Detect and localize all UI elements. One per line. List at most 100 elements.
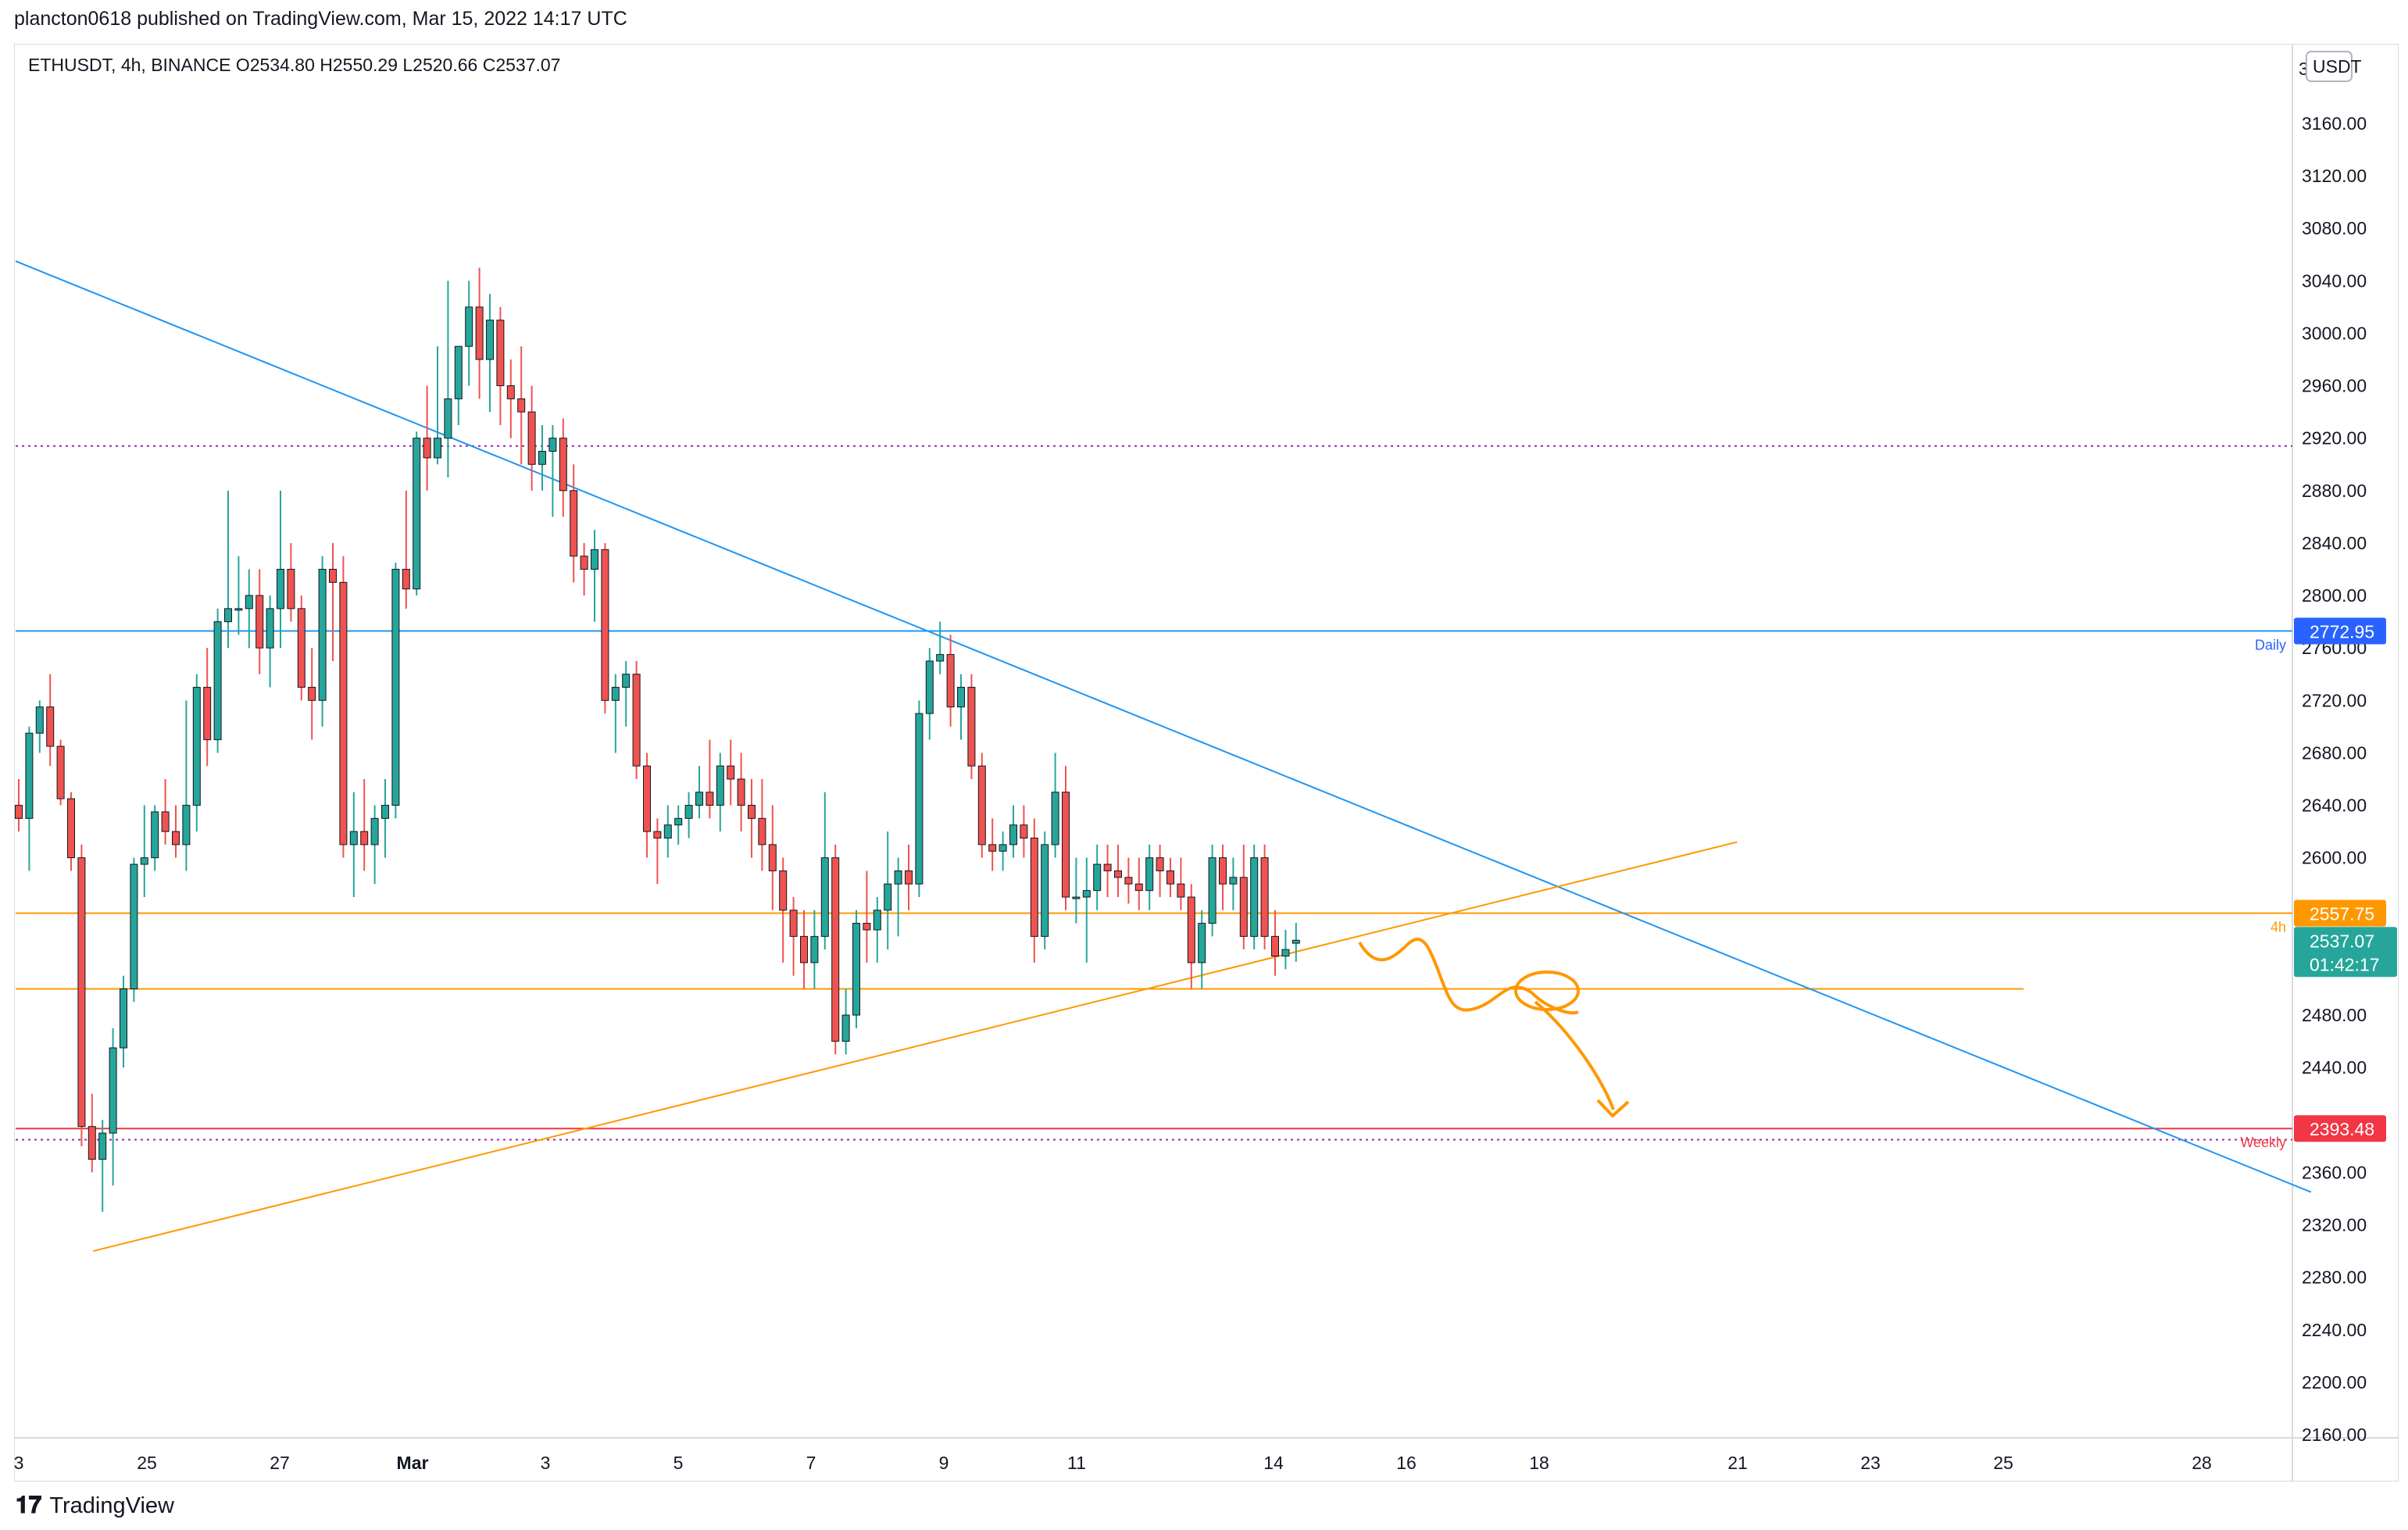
- trendlines: [15, 260, 2312, 1253]
- candle-body: [831, 857, 840, 1042]
- candle-body: [1208, 857, 1217, 924]
- price-tag-value: 2557.75: [2310, 904, 2374, 924]
- time-tick-label: 25: [1993, 1453, 2013, 1473]
- candle-body: [967, 687, 976, 767]
- price-tick-label: 2320.00: [2302, 1215, 2367, 1235]
- horizontal-levels: [16, 445, 2292, 1141]
- candle-body: [77, 857, 86, 1128]
- trendline-ascending: [93, 841, 1738, 1253]
- candle-body: [1051, 792, 1059, 845]
- candle-body: [413, 438, 421, 590]
- candle-body: [820, 857, 829, 937]
- candle-body: [151, 811, 159, 859]
- candle-body: [559, 438, 567, 492]
- candle-body: [957, 687, 965, 708]
- time-tick-label: Mar: [397, 1453, 429, 1473]
- candle-body: [999, 844, 1007, 852]
- projected-path-annotation: [1358, 938, 1579, 1015]
- candle-body: [727, 765, 735, 780]
- time-tick-label: 28: [2192, 1453, 2212, 1473]
- candle-body: [120, 988, 127, 1049]
- price-tick-label: 2640.00: [2302, 795, 2367, 816]
- candle-body: [810, 935, 819, 963]
- price-tick-label: 2920.00: [2302, 428, 2367, 449]
- candle-body: [454, 345, 463, 399]
- time-tick-label: 3: [541, 1453, 551, 1473]
- price-tick-label: 2880.00: [2302, 481, 2367, 501]
- candle-body: [758, 817, 766, 845]
- candle-body: [663, 824, 672, 839]
- candle-body: [946, 654, 955, 708]
- candle-body: [1239, 877, 1248, 937]
- candle-body: [580, 556, 588, 570]
- candle-body: [674, 817, 683, 826]
- currency-button-label[interactable]: USDT: [2313, 56, 2362, 77]
- time-tick-label: 3: [14, 1453, 24, 1473]
- price-tick-label: 2800.00: [2302, 585, 2367, 606]
- candle-body: [434, 438, 441, 459]
- price-tag-box: [2294, 927, 2397, 978]
- candle-body: [381, 805, 389, 819]
- candle-body: [329, 569, 337, 583]
- candle-body: [1260, 857, 1269, 937]
- candle-body: [15, 805, 23, 819]
- candle-body: [182, 805, 191, 845]
- price-tags: 2772.95 Daily 2557.75 4h 2537.07 01:42:17 2393…: [2240, 617, 2397, 1150]
- time-tick-label: 14: [1263, 1453, 1284, 1473]
- candle-body: [977, 765, 986, 845]
- candle-body: [349, 831, 358, 845]
- chart-frame: [14, 44, 2399, 1482]
- candle-body: [1093, 863, 1102, 892]
- currency-button[interactable]: [2306, 51, 2353, 82]
- candle-body: [863, 923, 871, 931]
- candle-body: [465, 306, 473, 347]
- candle-body: [1062, 792, 1070, 898]
- candle-body: [255, 595, 264, 649]
- candle-body: [517, 398, 526, 413]
- candle-body: [506, 385, 515, 399]
- candle-body: [737, 778, 745, 806]
- candle-body: [632, 674, 641, 767]
- price-tick-label: 3040.00: [2302, 270, 2367, 291]
- candle-body: [653, 831, 662, 839]
- trendline-descending: [15, 260, 2312, 1193]
- price-tick-label: 2720.00: [2302, 690, 2367, 710]
- candle-body: [266, 608, 274, 649]
- time-tick-label: 5: [673, 1453, 684, 1473]
- candle-body: [1219, 857, 1227, 885]
- time-tick-label: 11: [1067, 1453, 1086, 1473]
- candle-body: [56, 745, 65, 799]
- candle-body: [800, 935, 808, 963]
- candle-body: [1103, 863, 1112, 871]
- candle-body: [203, 687, 212, 741]
- time-tick-label: 25: [137, 1453, 157, 1473]
- candle-body: [140, 857, 148, 865]
- candle-body: [1072, 896, 1081, 899]
- candle-body: [234, 608, 243, 611]
- time-tick-label: 21: [1727, 1453, 1748, 1473]
- level-tag: Weekly: [2240, 1135, 2286, 1150]
- candle-body: [1082, 890, 1091, 898]
- candle-body: [695, 792, 703, 806]
- candle-body: [570, 490, 578, 557]
- candle-body: [98, 1132, 107, 1160]
- candle-body: [1020, 824, 1028, 839]
- price-tick-label: 2280.00: [2302, 1267, 2367, 1288]
- price-tick-label: 2200.00: [2302, 1372, 2367, 1392]
- candle-body: [894, 870, 902, 885]
- candle-body: [245, 595, 253, 609]
- candle-body: [684, 805, 693, 819]
- time-tick-label: 27: [270, 1453, 290, 1473]
- candle-body: [873, 910, 881, 931]
- candles: [15, 267, 1300, 1212]
- candle-body: [213, 621, 222, 741]
- time-axis-ticks: 3 25 27 Mar 3 5 7 9 11 14 16 18 21 23 25 28: [14, 1453, 2212, 1473]
- candle-body: [706, 792, 714, 806]
- candle-body: [1145, 857, 1154, 892]
- price-tick-label: 2480.00: [2302, 1005, 2367, 1025]
- price-tag-box: [2294, 899, 2386, 927]
- price-tag-box: [2294, 1115, 2386, 1142]
- candle-body: [308, 687, 316, 701]
- price-tick-label: 3080.00: [2302, 218, 2367, 238]
